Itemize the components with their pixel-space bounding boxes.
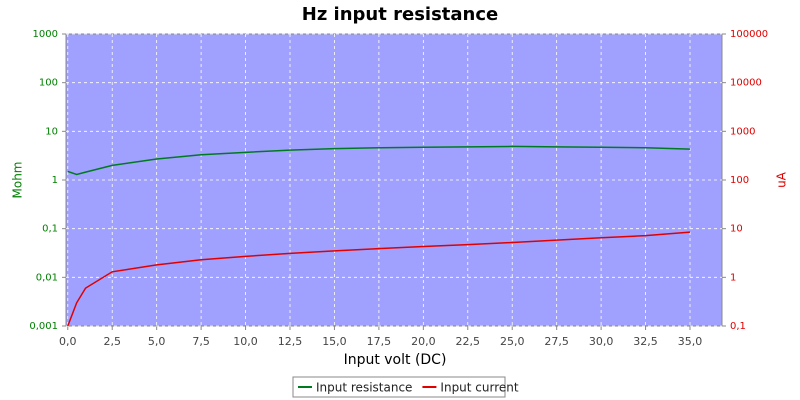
x-tick-label: 7,5	[192, 335, 210, 348]
legend-label: Input resistance	[316, 381, 412, 395]
chart-title: Hz input resistance	[302, 4, 499, 25]
y2-tick-label: 10	[730, 224, 743, 235]
y2-tick-label: 100000	[730, 29, 768, 40]
y2-axis-title: uA	[775, 171, 789, 188]
y-tick-label: 10	[45, 126, 58, 137]
x-tick-label: 2,5	[103, 335, 121, 348]
x-tick-label: 22,5	[456, 335, 481, 348]
x-tick-label: 0,0	[59, 335, 77, 348]
series-line	[67, 231, 691, 327]
y-tick-label: 1	[52, 175, 58, 186]
y2-tick-label: 0,1	[730, 321, 746, 332]
x-tick-label: 20,0	[411, 335, 436, 348]
y2-tick-label: 100	[730, 175, 749, 186]
legend-label: Input current	[440, 381, 518, 395]
x-tick-label: 35,0	[678, 335, 703, 348]
legend-box	[292, 376, 506, 398]
y-tick-label: 0,001	[29, 321, 58, 332]
y2-tick-label: 1	[730, 272, 736, 283]
x-tick-label: 17,5	[367, 335, 392, 348]
x-axis-title: Input volt (DC)	[344, 352, 447, 368]
y-tick-label: 0,1	[42, 224, 58, 235]
y2-tick-label: 1000	[730, 126, 755, 137]
y2-tick-label: 10000	[730, 78, 762, 89]
x-tick-label: 30,0	[589, 335, 614, 348]
y-tick-label: 1000	[33, 29, 58, 40]
y-tick-label: 100	[39, 78, 58, 89]
x-tick-label: 32,5	[633, 335, 658, 348]
x-tick-label: 5,0	[148, 335, 166, 348]
x-tick-label: 15,0	[322, 335, 347, 348]
x-tick-label: 25,0	[500, 335, 525, 348]
y-tick-label: 0,01	[36, 272, 58, 283]
x-tick-label: 12,5	[278, 335, 303, 348]
x-tick-label: 10,0	[233, 335, 258, 348]
y-axis-title: Mohm	[11, 162, 25, 199]
x-tick-label: 27,5	[544, 335, 569, 348]
series-line	[67, 145, 691, 176]
